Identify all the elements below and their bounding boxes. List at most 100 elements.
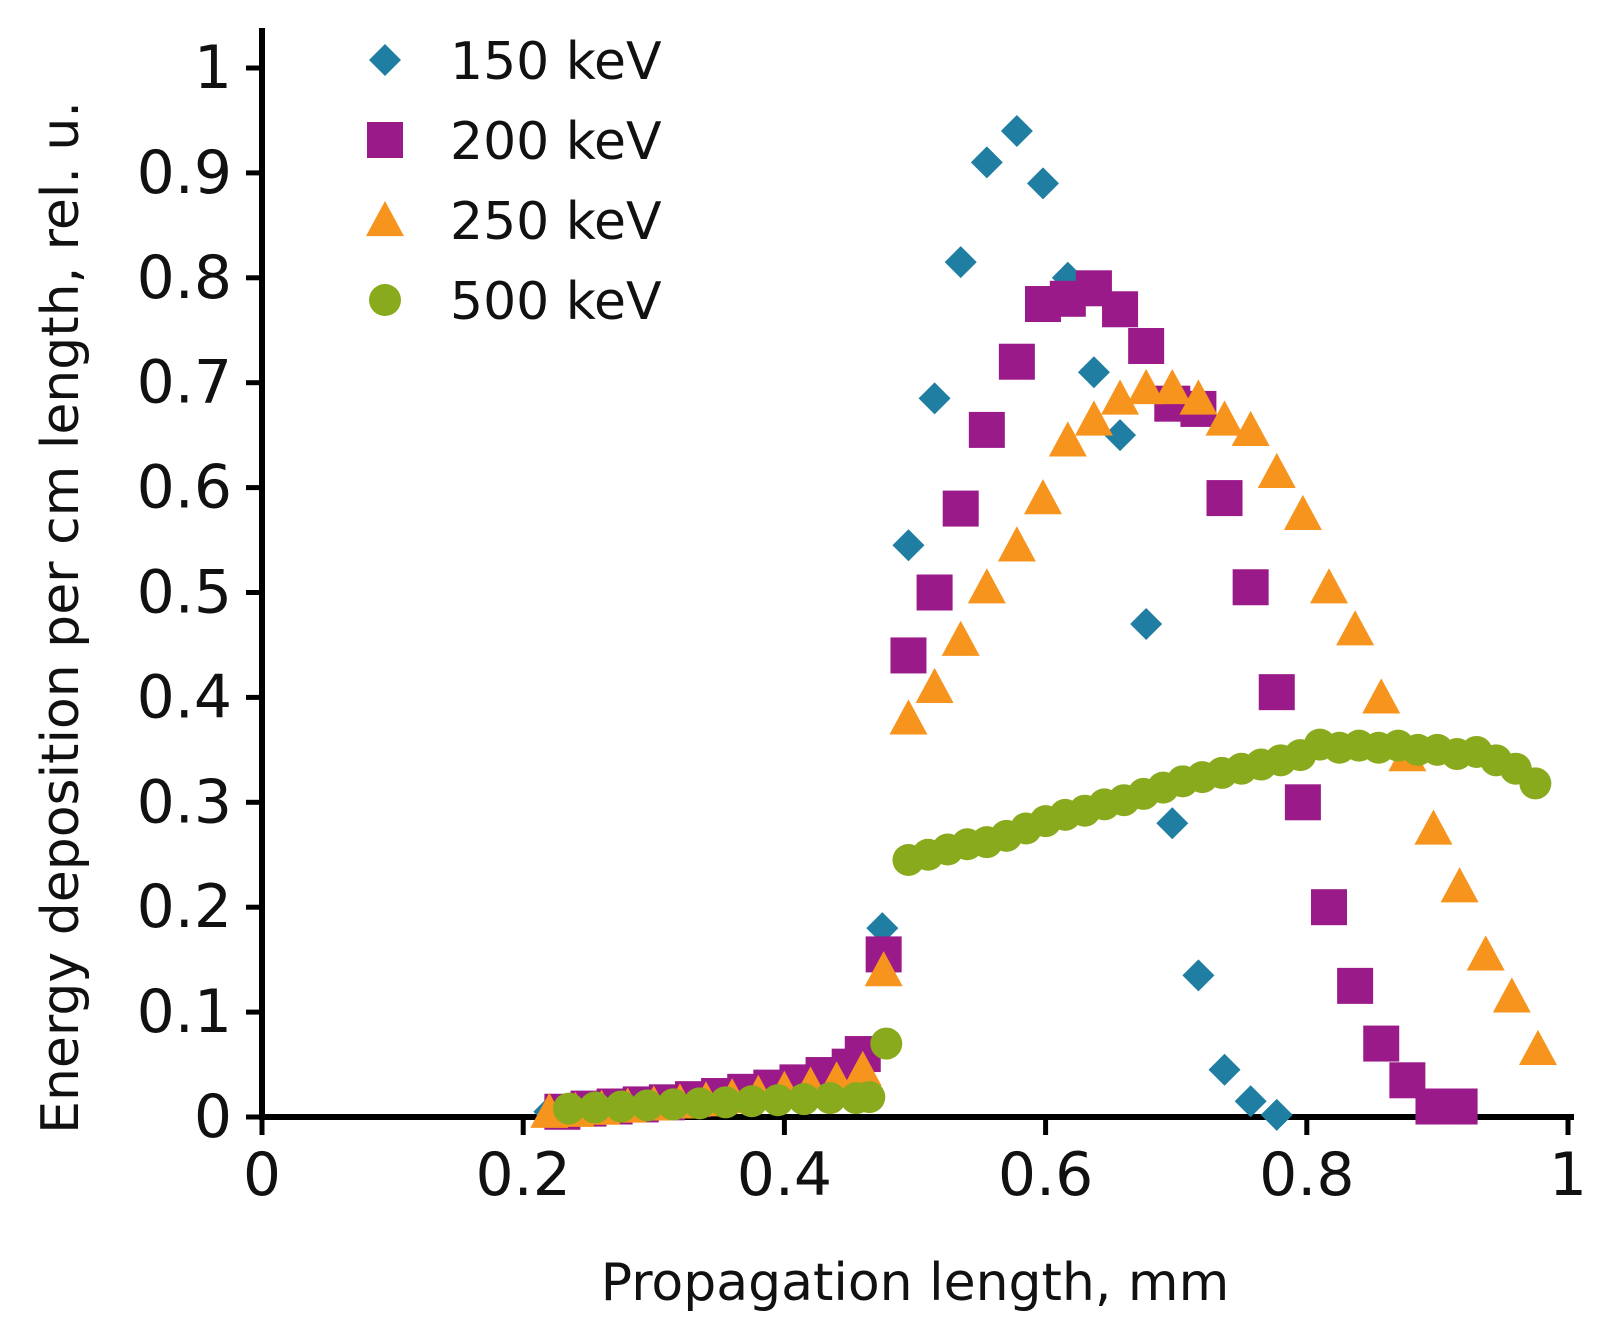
data-point — [997, 526, 1036, 562]
data-point — [843, 1050, 882, 1086]
data-point — [709, 1086, 742, 1119]
legend-label: 150 keV — [450, 32, 662, 92]
data-point — [1337, 967, 1374, 1004]
data-point — [892, 529, 925, 562]
data-point — [735, 1085, 768, 1118]
x-tick-label: 0.2 — [475, 1140, 570, 1210]
series-200-kev — [544, 270, 1478, 1130]
legend-item: 150 keV — [369, 32, 662, 92]
data-point — [970, 146, 1003, 179]
data-point — [1179, 379, 1218, 415]
data-point — [1260, 1098, 1293, 1131]
data-point — [942, 490, 979, 527]
data-point — [1336, 610, 1375, 646]
legend-item: 500 keV — [369, 272, 662, 332]
data-point — [915, 667, 954, 704]
data-point — [1182, 959, 1215, 992]
data-point — [683, 1087, 716, 1120]
legend-label: 200 keV — [450, 112, 662, 172]
legend-marker-circle — [369, 284, 401, 316]
y-axis-title: Energy deposition per cm length, rel. u. — [31, 101, 91, 1134]
y-tick-label: 0.2 — [137, 872, 232, 942]
data-point — [1077, 356, 1110, 389]
data-point — [1234, 1085, 1267, 1118]
y-tick-label: 0.4 — [137, 662, 232, 732]
y-tick-label: 0.3 — [137, 767, 232, 837]
data-point — [870, 1027, 903, 1060]
legend-item: 250 keV — [366, 192, 662, 252]
legend-marker-square — [367, 122, 403, 158]
data-point — [998, 343, 1035, 380]
data-marks — [530, 114, 1557, 1131]
x-tick-label: 0.8 — [1259, 1140, 1354, 1210]
data-point — [1102, 291, 1139, 328]
data-point — [1492, 977, 1531, 1013]
data-point — [916, 574, 953, 611]
data-point — [1127, 368, 1166, 405]
data-point — [1283, 494, 1322, 530]
data-point — [944, 246, 977, 279]
data-point — [1000, 114, 1033, 147]
series-500-kev — [552, 728, 1552, 1125]
data-point — [1310, 568, 1349, 604]
legend-label: 500 keV — [450, 272, 662, 332]
data-point — [890, 637, 927, 674]
series-150-kev — [533, 114, 1293, 1131]
data-point — [1519, 767, 1552, 800]
data-point — [1284, 784, 1321, 821]
data-point — [918, 382, 951, 415]
data-point — [1153, 368, 1192, 405]
data-point — [1205, 400, 1244, 436]
data-point — [1023, 479, 1062, 515]
y-tick-label: 0.7 — [137, 348, 232, 418]
data-point — [787, 1083, 820, 1116]
data-point — [1441, 1088, 1478, 1125]
x-tick-label: 0 — [243, 1140, 281, 1210]
data-point — [1130, 607, 1163, 640]
data-point — [968, 411, 1005, 448]
y-tick-label: 0.9 — [137, 138, 232, 208]
data-point — [1466, 935, 1505, 971]
data-point — [1362, 678, 1401, 714]
data-point — [1232, 569, 1269, 606]
data-point — [1074, 400, 1113, 436]
data-point — [866, 912, 899, 945]
data-point — [657, 1088, 690, 1121]
data-point — [1231, 410, 1270, 447]
legend-marker-diamond — [369, 44, 401, 76]
data-point — [1101, 379, 1140, 415]
data-point — [941, 620, 980, 656]
data-point — [631, 1089, 664, 1122]
axes: 0 0.1 0.2 0.3 0.4 0.5 0.6 0.7 0.8 0.9 1 0 0.2 0.4 0.6 0… — [137, 28, 1587, 1210]
data-point — [1311, 889, 1348, 926]
x-tick-label: 0.4 — [737, 1140, 832, 1210]
legend-label: 250 keV — [450, 192, 662, 252]
data-point — [1363, 1025, 1400, 1062]
legend: 150 keV 200 keV 250 keV 500 keV — [366, 32, 662, 332]
y-tick-label: 0.8 — [137, 243, 232, 313]
y-tick-label: 0 — [194, 1082, 232, 1152]
data-point — [889, 699, 928, 735]
legend-item: 200 keV — [367, 112, 662, 172]
data-point — [605, 1090, 638, 1123]
data-point — [1257, 452, 1296, 489]
x-tick-label: 0.6 — [998, 1140, 1093, 1210]
data-point — [761, 1084, 794, 1117]
legend-marker-triangle — [366, 201, 404, 237]
y-tick-label: 0.6 — [137, 453, 232, 523]
data-point — [1026, 167, 1059, 200]
data-point — [1156, 807, 1189, 840]
data-point — [1104, 419, 1137, 452]
data-point — [1206, 480, 1243, 517]
data-point — [967, 568, 1006, 604]
data-point — [864, 951, 903, 987]
data-point — [1048, 421, 1087, 457]
data-point — [1440, 867, 1479, 903]
x-axis-title: Propagation length, mm — [601, 1253, 1230, 1313]
data-point — [1258, 674, 1295, 711]
data-point — [552, 1092, 585, 1125]
data-point — [1414, 809, 1453, 845]
data-point — [1518, 1029, 1557, 1065]
data-point — [579, 1091, 612, 1124]
